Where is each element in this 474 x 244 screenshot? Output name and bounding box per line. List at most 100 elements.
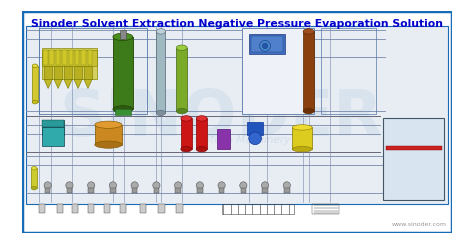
Ellipse shape <box>196 116 207 121</box>
Bar <box>292 127 312 149</box>
Circle shape <box>249 132 262 145</box>
Bar <box>383 118 445 200</box>
Ellipse shape <box>95 141 122 148</box>
Bar <box>44 66 52 80</box>
Ellipse shape <box>113 33 133 41</box>
Bar <box>88 51 92 65</box>
Bar <box>69 51 73 65</box>
Ellipse shape <box>292 125 312 130</box>
Circle shape <box>263 43 268 49</box>
Bar <box>197 188 202 193</box>
Bar <box>49 51 54 65</box>
Bar <box>42 50 97 66</box>
Bar <box>219 188 224 193</box>
Ellipse shape <box>32 100 38 104</box>
Polygon shape <box>74 80 82 89</box>
Polygon shape <box>64 80 72 89</box>
Ellipse shape <box>176 108 187 114</box>
Ellipse shape <box>303 108 314 114</box>
Bar <box>263 188 268 193</box>
Ellipse shape <box>156 29 165 34</box>
Bar <box>120 30 126 39</box>
Circle shape <box>262 182 269 189</box>
Bar <box>247 122 263 135</box>
Bar <box>81 51 86 65</box>
Bar <box>251 36 283 52</box>
Ellipse shape <box>292 146 312 152</box>
Bar <box>56 51 60 65</box>
Bar <box>42 48 97 80</box>
Ellipse shape <box>196 146 207 152</box>
Text: SINODER: SINODER <box>60 87 383 149</box>
Bar <box>115 109 131 115</box>
Ellipse shape <box>95 121 122 128</box>
Bar <box>284 188 290 193</box>
Text: www.sinoder.com: www.sinoder.com <box>391 222 446 227</box>
Bar <box>54 66 62 80</box>
Polygon shape <box>54 80 62 89</box>
Bar <box>241 188 246 193</box>
Circle shape <box>88 182 95 189</box>
Bar <box>176 204 182 214</box>
Bar <box>222 203 294 214</box>
Bar <box>62 51 67 65</box>
Circle shape <box>174 182 182 189</box>
Polygon shape <box>44 80 52 89</box>
Bar <box>158 204 164 214</box>
Bar <box>38 28 147 114</box>
Bar <box>64 66 72 80</box>
Bar <box>67 188 72 193</box>
Circle shape <box>218 182 225 189</box>
Bar <box>38 204 45 214</box>
Bar <box>72 204 79 214</box>
Bar <box>42 120 64 135</box>
Text: Sinuotech Machinery: Sinuotech Machinery <box>181 135 290 145</box>
Bar <box>57 204 63 214</box>
Bar <box>132 188 137 193</box>
Circle shape <box>44 182 51 189</box>
Ellipse shape <box>113 106 133 113</box>
Bar <box>303 31 314 111</box>
Bar <box>104 204 110 214</box>
Bar <box>196 118 207 149</box>
Circle shape <box>196 182 203 189</box>
Bar <box>385 146 442 150</box>
Ellipse shape <box>31 166 37 170</box>
Bar <box>89 188 94 193</box>
Bar <box>45 188 50 193</box>
Bar <box>113 37 133 109</box>
Ellipse shape <box>156 110 165 116</box>
Circle shape <box>109 182 117 189</box>
Ellipse shape <box>181 146 191 152</box>
Circle shape <box>240 182 247 189</box>
Ellipse shape <box>32 64 38 68</box>
Bar <box>321 28 375 114</box>
Bar <box>312 203 339 214</box>
Bar <box>31 168 37 188</box>
Circle shape <box>260 41 271 51</box>
Bar <box>154 188 159 193</box>
Ellipse shape <box>303 29 314 34</box>
Bar <box>249 34 285 54</box>
Bar <box>43 51 48 65</box>
Bar <box>42 120 64 127</box>
Bar <box>175 188 181 193</box>
Bar <box>75 51 79 65</box>
Bar <box>42 127 64 146</box>
Bar <box>88 204 94 214</box>
Bar <box>32 66 38 102</box>
Ellipse shape <box>31 186 37 190</box>
Bar <box>176 48 187 111</box>
Bar <box>217 129 230 149</box>
Polygon shape <box>84 80 92 89</box>
Bar <box>95 125 122 145</box>
Bar <box>181 118 191 149</box>
Bar <box>84 66 92 80</box>
Circle shape <box>131 182 138 189</box>
Circle shape <box>153 182 160 189</box>
Bar <box>74 66 82 80</box>
Circle shape <box>283 182 291 189</box>
Bar <box>156 31 165 113</box>
Ellipse shape <box>176 45 187 51</box>
Bar <box>242 28 314 114</box>
